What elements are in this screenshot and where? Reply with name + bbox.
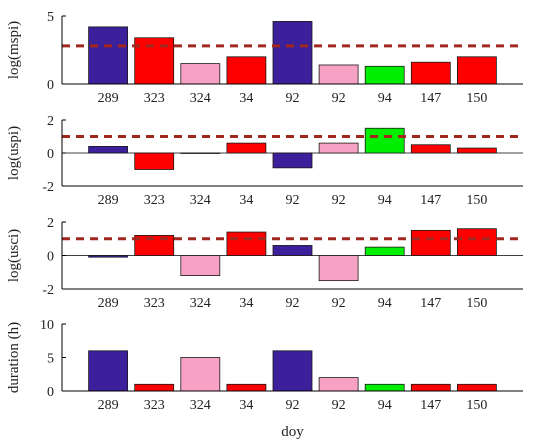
y-tick-label: 0 xyxy=(47,385,54,400)
x-tick-label: 323 xyxy=(144,91,165,106)
x-tick-label: 323 xyxy=(144,398,165,413)
bar-92-4 xyxy=(272,21,313,85)
bar-92-4 xyxy=(272,152,313,169)
y-tick-label: 0 xyxy=(47,250,54,265)
bar-324-2 xyxy=(180,63,221,85)
bar-34-3 xyxy=(226,231,267,256)
bar-324-2 xyxy=(180,152,221,154)
bar-147-7 xyxy=(410,229,451,256)
bar-34-3 xyxy=(226,383,267,392)
y-tick-label: -2 xyxy=(42,283,54,298)
bar-324-2 xyxy=(180,255,221,277)
y-tick-label: 5 xyxy=(47,352,54,367)
x-tick-label: 92 xyxy=(332,296,346,311)
x-tick-label: 92 xyxy=(332,398,346,413)
bar-324-2 xyxy=(180,357,221,392)
x-tick-label: 94 xyxy=(378,91,392,106)
x-tick-label: 147 xyxy=(420,91,441,106)
x-tick-label: 289 xyxy=(98,193,119,208)
bar-147-7 xyxy=(410,61,451,85)
x-tick-label: 34 xyxy=(239,91,253,106)
bar-289-0 xyxy=(88,255,128,258)
x-tick-label: 94 xyxy=(378,296,392,311)
y-tick-label: 5 xyxy=(47,10,54,25)
bar-92-5 xyxy=(318,142,359,154)
bar-150-8 xyxy=(456,228,497,256)
bar-150-8 xyxy=(456,383,497,392)
bar-289-0 xyxy=(88,145,128,154)
x-tick-label: 92 xyxy=(286,296,300,311)
x-tick-label: 92 xyxy=(332,193,346,208)
x-tick-label: 323 xyxy=(144,193,165,208)
x-tick-label: 34 xyxy=(239,296,253,311)
y-axis-label: log(uspi) xyxy=(6,126,22,180)
x-tick-label: 92 xyxy=(286,91,300,106)
y-axis-label: duration (h) xyxy=(6,322,22,393)
x-tick-label: 34 xyxy=(239,398,253,413)
y-tick-label: 0 xyxy=(47,147,54,162)
bar-150-8 xyxy=(456,147,497,154)
bar-94-6 xyxy=(364,65,405,85)
y-tick-label: 0 xyxy=(47,78,54,93)
bar-94-6 xyxy=(364,127,405,154)
x-tick-label: 92 xyxy=(332,91,346,106)
y-tick-label: 2 xyxy=(47,216,54,231)
bar-34-3 xyxy=(226,142,267,154)
x-tick-label: 147 xyxy=(420,296,441,311)
y-axis-label: log(mspi) xyxy=(6,21,22,79)
x-tick-label: 34 xyxy=(239,193,253,208)
x-tick-label: 150 xyxy=(466,296,487,311)
x-tick-label: 150 xyxy=(466,398,487,413)
x-tick-label: 324 xyxy=(190,91,211,106)
x-tick-label: 323 xyxy=(144,296,165,311)
bar-92-5 xyxy=(318,64,359,85)
x-tick-label: 324 xyxy=(190,296,211,311)
bar-289-0 xyxy=(88,26,128,85)
bar-92-5 xyxy=(318,377,359,392)
bar-323-1 xyxy=(134,234,175,256)
bar-34-3 xyxy=(226,56,267,85)
bar-92-4 xyxy=(272,245,313,256)
x-tick-label: 324 xyxy=(190,398,211,413)
bar-323-1 xyxy=(134,152,175,170)
x-tick-label: 147 xyxy=(420,193,441,208)
bar-147-7 xyxy=(410,383,451,392)
bar-289-0 xyxy=(88,350,128,392)
y-tick-label: 10 xyxy=(40,318,54,333)
x-tick-label: 289 xyxy=(98,296,119,311)
x-tick-label: 94 xyxy=(378,193,392,208)
x-tick-label: 289 xyxy=(98,398,119,413)
x-tick-label: 150 xyxy=(466,193,487,208)
x-tick-label: 92 xyxy=(286,398,300,413)
y-axis-label: log(usci) xyxy=(6,229,22,282)
bar-92-5 xyxy=(318,255,359,282)
x-tick-label: 150 xyxy=(466,91,487,106)
y-tick-label: 2 xyxy=(47,114,54,129)
bar-94-6 xyxy=(364,246,405,256)
bar-92-4 xyxy=(272,350,313,392)
bar-150-8 xyxy=(456,56,497,85)
x-tick-label: 94 xyxy=(378,398,392,413)
x-axis-label: doy xyxy=(281,424,304,440)
x-tick-label: 147 xyxy=(420,398,441,413)
x-tick-label: 92 xyxy=(286,193,300,208)
y-tick-label: -2 xyxy=(42,180,54,195)
bar-323-1 xyxy=(134,383,175,392)
x-tick-label: 289 xyxy=(98,91,119,106)
bar-94-6 xyxy=(364,383,405,392)
x-tick-label: 324 xyxy=(190,193,211,208)
bar-147-7 xyxy=(410,144,451,154)
